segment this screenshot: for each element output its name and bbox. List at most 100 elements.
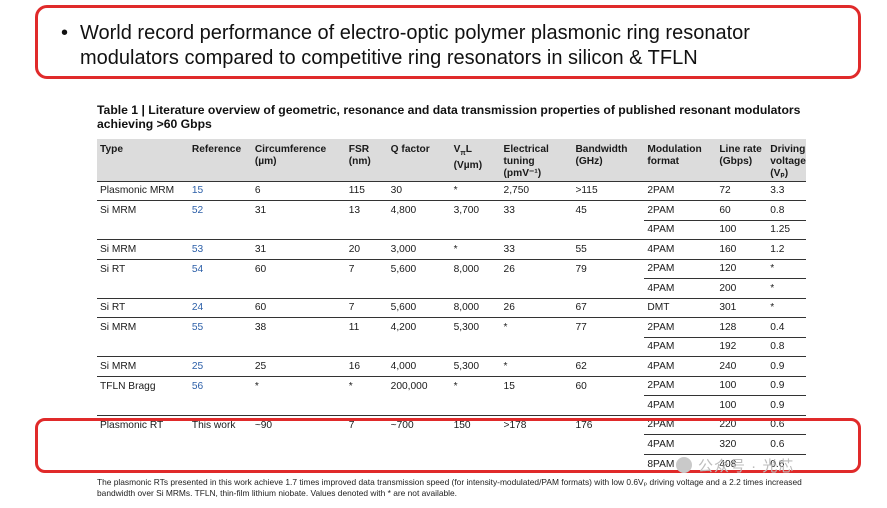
cell-q-factor — [388, 396, 451, 416]
cell-driving-voltage: 0.6 — [767, 453, 806, 474]
cell-fsr — [346, 435, 388, 455]
cell-bandwidth — [572, 396, 644, 416]
headline-box: • World record performance of electro-op… — [35, 5, 861, 79]
cell-electrical-tuning: 33 — [500, 200, 573, 220]
cell-fsr: 7 — [345, 297, 388, 318]
cell-type: Si RT — [97, 297, 189, 318]
cell-reference[interactable]: 55 — [188, 317, 252, 337]
cell-reference[interactable]: 25 — [188, 356, 252, 376]
cell-type: Si MRM — [97, 356, 189, 376]
watermark: 公众号 · 光芯 — [676, 455, 794, 476]
cell-line-rate: 192 — [716, 336, 768, 357]
table-row: Si MRM 52 31 13 4,800 3,700 33 45 2PAM 60 0.8 — [97, 200, 806, 220]
cell-line-rate: 408 — [716, 453, 768, 474]
table-row: 4PAM 100 1.25 — [97, 219, 806, 240]
cell-circumference — [252, 435, 346, 455]
cell-vpi-l — [451, 396, 501, 416]
cell-type: Si MRM — [97, 239, 189, 259]
cell-modulation-format: 2PAM — [644, 258, 717, 279]
cell-fsr: 7 — [345, 258, 388, 279]
cell-q-factor — [388, 220, 451, 240]
cell-reference[interactable]: 52 — [188, 200, 252, 220]
cell-reference[interactable]: 54 — [188, 258, 252, 279]
table-row: Si RT 54 60 7 5,600 8,000 26 79 2PAM 120 * — [97, 258, 806, 279]
cell-vpi-l: 5,300 — [450, 356, 501, 376]
cell-line-rate: 100 — [716, 375, 768, 396]
cell-q-factor: 200,000 — [387, 375, 451, 396]
cell-fsr: 115 — [345, 180, 388, 201]
cell-q-factor: 5,600 — [387, 297, 451, 318]
cell-line-rate: 120 — [716, 258, 768, 279]
cell-fsr: 20 — [345, 239, 388, 259]
cell-vpi-l: 8,000 — [450, 297, 501, 318]
cell-reference — [189, 220, 252, 240]
cell-driving-voltage: * — [767, 278, 806, 298]
cell-reference[interactable]: 15 — [188, 180, 252, 201]
header-modulation-format: Modulation format — [644, 139, 717, 181]
cell-q-factor: 3,000 — [387, 239, 451, 259]
cell-q-factor: 30 — [387, 180, 451, 201]
cell-electrical-tuning — [501, 337, 573, 357]
cell-fsr — [346, 337, 388, 357]
cell-electrical-tuning: 15 — [500, 375, 573, 396]
header-line-rate: Line rate (Gbps) — [716, 139, 768, 181]
cell-type: Si MRM — [97, 317, 189, 337]
cell-reference[interactable]: 24 — [188, 297, 252, 318]
cell-modulation-format: 4PAM — [644, 395, 717, 415]
cell-driving-voltage: 3.3 — [767, 180, 806, 201]
cell-driving-voltage: 0.9 — [767, 395, 806, 415]
cell-electrical-tuning: 26 — [500, 297, 573, 318]
cell-bandwidth: 77 — [572, 317, 645, 337]
cell-type: Plasmonic RT — [97, 414, 189, 435]
cell-vpi-l — [451, 337, 501, 357]
cell-line-rate: 100 — [716, 395, 768, 415]
cell-electrical-tuning: 33 — [500, 239, 573, 259]
cell-driving-voltage: 0.6 — [767, 434, 806, 454]
cell-bandwidth — [572, 337, 644, 357]
cell-bandwidth — [572, 435, 644, 455]
cell-q-factor: 5,600 — [387, 258, 451, 279]
header-circumference: Circumference (µm) — [251, 139, 346, 181]
cell-circumference: 31 — [251, 239, 346, 259]
cell-electrical-tuning: * — [500, 356, 573, 376]
cell-q-factor — [388, 454, 451, 474]
cell-vpi-l: 3,700 — [450, 200, 501, 220]
table-row: 4PAM 200 * — [97, 278, 806, 299]
cell-line-rate: 320 — [716, 434, 768, 454]
cell-fsr: 11 — [345, 317, 388, 337]
cell-bandwidth: 55 — [572, 239, 645, 259]
cell-electrical-tuning — [501, 435, 573, 455]
table-row: TFLN Bragg 56 * * 200,000 * 15 60 2PAM 100 0.9 — [97, 375, 806, 396]
cell-circumference: 60 — [251, 258, 346, 279]
cell-bandwidth: >115 — [572, 180, 645, 201]
cell-reference[interactable]: 53 — [188, 239, 252, 259]
cell-type: Si RT — [97, 258, 189, 279]
cell-line-rate: 160 — [716, 239, 768, 259]
cell-modulation-format: 2PAM — [644, 414, 717, 435]
cell-vpi-l: * — [450, 180, 501, 201]
cell-type — [97, 396, 189, 416]
table-row: Si MRM 53 31 20 3,000 * 33 55 4PAM 160 1.2 — [97, 239, 806, 259]
cell-line-rate: 301 — [716, 297, 768, 318]
cell-q-factor — [388, 435, 451, 455]
cell-driving-voltage: 0.6 — [767, 414, 806, 435]
cell-driving-voltage: 0.9 — [767, 375, 806, 396]
cell-electrical-tuning — [501, 279, 573, 299]
header-driving-voltage: Driving voltage (Vₚ) — [767, 139, 806, 181]
cell-bandwidth: 62 — [572, 356, 645, 376]
cell-fsr: 16 — [345, 356, 388, 376]
cell-type — [97, 435, 189, 455]
header-q-factor: Q factor — [387, 139, 451, 181]
cell-line-rate: 100 — [716, 219, 768, 240]
cell-type — [97, 279, 189, 299]
cell-vpi-l: * — [450, 239, 501, 259]
cell-q-factor: 4,800 — [387, 200, 451, 220]
cell-q-factor — [388, 337, 451, 357]
cell-vpi-l: * — [450, 375, 501, 396]
cell-electrical-tuning — [501, 220, 573, 240]
cell-bandwidth: 79 — [572, 258, 645, 279]
cell-reference: This work — [188, 414, 252, 435]
cell-vpi-l — [451, 220, 501, 240]
table-row: 8PAM 408 0.6 — [97, 453, 806, 474]
cell-reference[interactable]: 56 — [188, 375, 252, 396]
